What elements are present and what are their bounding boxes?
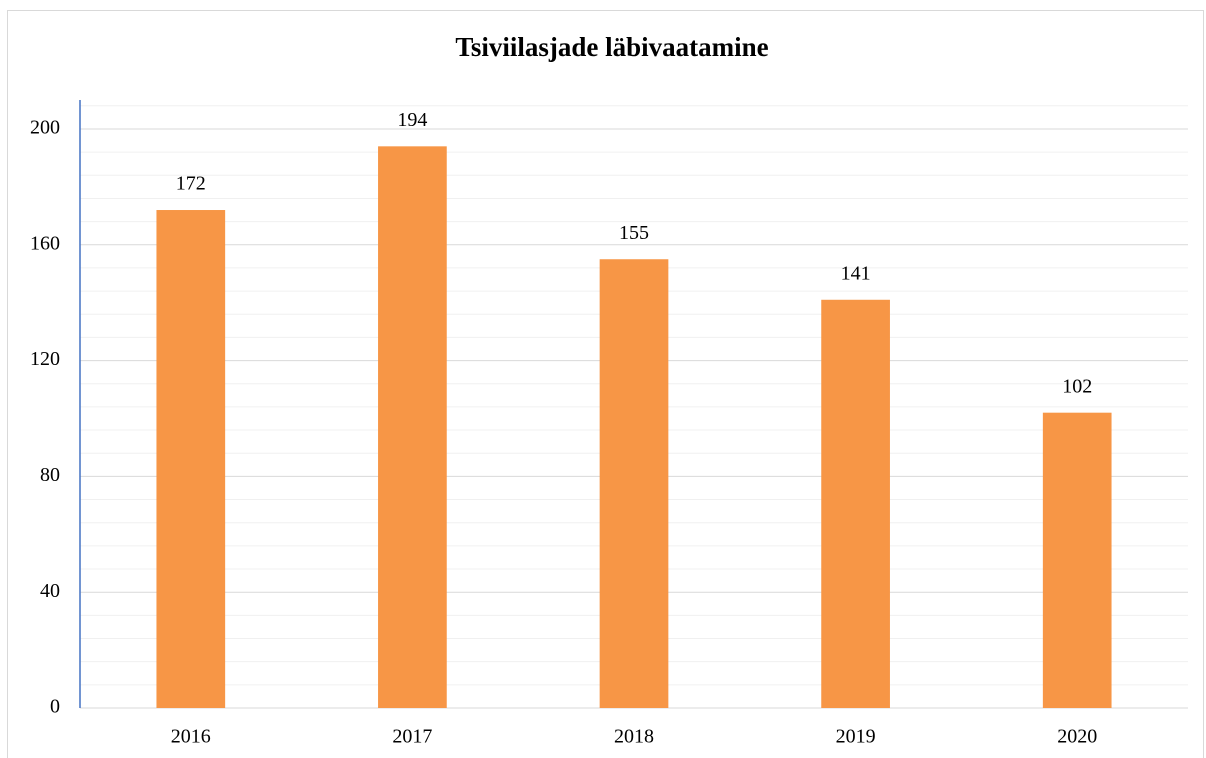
y-tick-label: 0 (50, 696, 60, 718)
bar (378, 146, 447, 709)
chart-title: Tsiviilasjade läbivaatamine (455, 32, 768, 62)
y-tick-label: 160 (30, 232, 60, 254)
x-tick-label: 2017 (392, 726, 432, 748)
data-label: 194 (397, 109, 427, 131)
bar (1042, 412, 1112, 708)
x-tick-label: 2020 (1057, 726, 1097, 748)
data-label: 172 (176, 173, 206, 195)
y-tick-label: 200 (30, 117, 60, 139)
data-label: 102 (1062, 375, 1092, 397)
bar (156, 210, 226, 708)
x-tick-label: 2019 (836, 726, 876, 748)
bar (599, 259, 669, 708)
y-tick-label: 120 (30, 348, 60, 370)
y-tick-label: 80 (40, 464, 60, 486)
y-tick-label: 40 (40, 580, 60, 602)
x-tick-label: 2016 (171, 726, 211, 748)
data-label: 141 (841, 262, 871, 284)
data-label: 155 (619, 222, 649, 244)
x-tick-label: 2018 (614, 726, 654, 748)
bar (821, 299, 890, 708)
